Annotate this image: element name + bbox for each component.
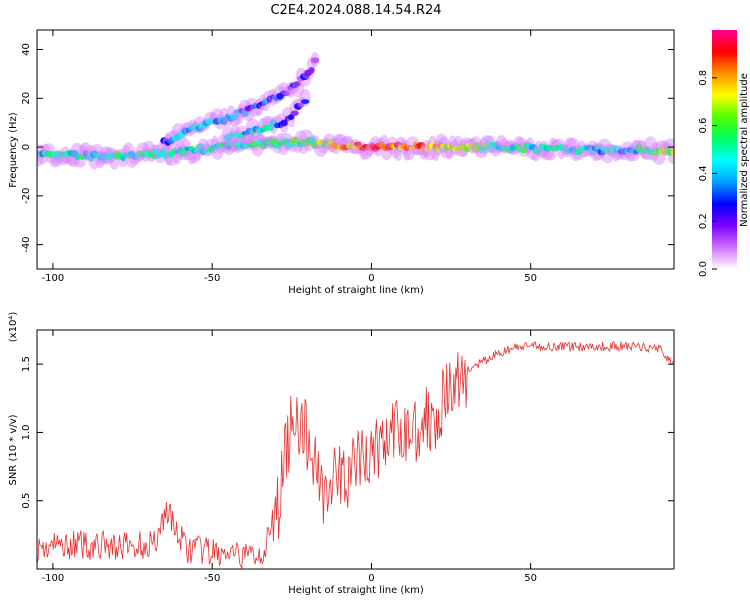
heatmap-cell <box>229 113 239 121</box>
y-tick-label: -40 <box>21 236 32 252</box>
x-tick-label: 0 <box>368 273 374 284</box>
heatmap-cell <box>241 109 249 117</box>
spectrogram-frame <box>36 29 675 270</box>
x-tick-label: -100 <box>42 573 65 584</box>
heatmap-cell <box>298 102 305 108</box>
spectrogram-heatmap <box>37 52 674 170</box>
y-tick-label: 0.5 <box>21 493 32 509</box>
heatmap-cell <box>265 124 275 132</box>
heatmap-cell <box>300 99 310 104</box>
heatmap-cell <box>109 155 120 170</box>
snr-panel: -100 -50 0 50 0.5 1.0 1.5 Height of straight l… <box>8 312 675 596</box>
snr-line <box>37 341 674 569</box>
heatmap-cell <box>290 110 299 116</box>
colorbar-tick-label: 0.6 <box>698 118 709 134</box>
heatmap-cell <box>291 80 305 97</box>
heatmap-cell <box>283 90 291 96</box>
colorbar-tick-label: 0.4 <box>698 165 709 181</box>
y-tick-label: -20 <box>21 188 32 204</box>
y-tick-label: 20 <box>21 92 32 105</box>
x-tick-label: -50 <box>204 573 220 584</box>
heatmap-cell <box>220 117 228 125</box>
heatmap-cell <box>480 146 488 152</box>
colorbar-tick-label: 0.2 <box>698 213 709 229</box>
snr-line-area <box>37 341 674 569</box>
colorbar-label: Normalized spectral amplitude <box>739 73 750 227</box>
heatmap-cell <box>644 146 651 152</box>
figure-title: C2E4.2024.088.14.54.R24 <box>270 3 441 18</box>
heatmap-cell <box>351 145 359 150</box>
heatmap-cell <box>391 147 400 159</box>
x-tick-label: 0 <box>368 573 374 584</box>
colorbar-gradient <box>712 30 737 269</box>
heatmap-cell <box>278 82 289 93</box>
y-tick-label: 1.0 <box>21 424 32 440</box>
snr-y-label: SNR (10 * v/v) <box>8 414 19 485</box>
heatmap-cell <box>348 141 357 147</box>
heatmap-cell <box>165 151 179 166</box>
heatmap-cell <box>294 81 301 87</box>
heatmap-cell <box>664 138 674 154</box>
y-tick-label: 40 <box>21 43 32 56</box>
x-tick-label: 50 <box>524 573 537 584</box>
x-tick-label: -100 <box>42 273 65 284</box>
snr-frame <box>36 329 675 570</box>
spectrogram-ticks: -100 -50 0 50 40 20 0 -20 -40 <box>21 30 674 284</box>
heatmap-cell <box>310 57 320 64</box>
heatmap-cell <box>66 154 77 167</box>
spectrogram-x-label: Height of straight line (km) <box>288 285 424 296</box>
spectrogram-panel: -100 -50 0 50 40 20 0 -20 -40 Height of straight… <box>8 29 675 296</box>
x-tick-label: -50 <box>204 273 220 284</box>
snr-x-label: Height of straight line (km) <box>288 585 424 596</box>
y-tick-label: 0 <box>21 144 32 150</box>
colorbar-tick-label: 0.0 <box>698 261 709 277</box>
heatmap-cell <box>454 135 463 148</box>
heatmap-cell <box>37 154 44 167</box>
x-tick-label: 50 <box>524 273 537 284</box>
spectrogram-y-label: Frequency (Hz) <box>8 112 19 188</box>
heatmap-cell <box>280 119 288 127</box>
colorbar-ticks: 0.0 0.2 0.4 0.6 0.8 <box>698 70 717 277</box>
snr-ticks: -100 -50 0 50 0.5 1.0 1.5 <box>21 330 674 584</box>
snr-multiplier-label: (x10⁴) <box>8 312 19 343</box>
heatmap-cell <box>670 150 674 156</box>
colorbar: 0.0 0.2 0.4 0.6 0.8 Normalized spectral ampl… <box>698 30 750 277</box>
colorbar-tick-label: 0.8 <box>698 70 709 86</box>
y-tick-label: 1.5 <box>21 356 32 372</box>
heatmap-cell <box>308 67 315 74</box>
